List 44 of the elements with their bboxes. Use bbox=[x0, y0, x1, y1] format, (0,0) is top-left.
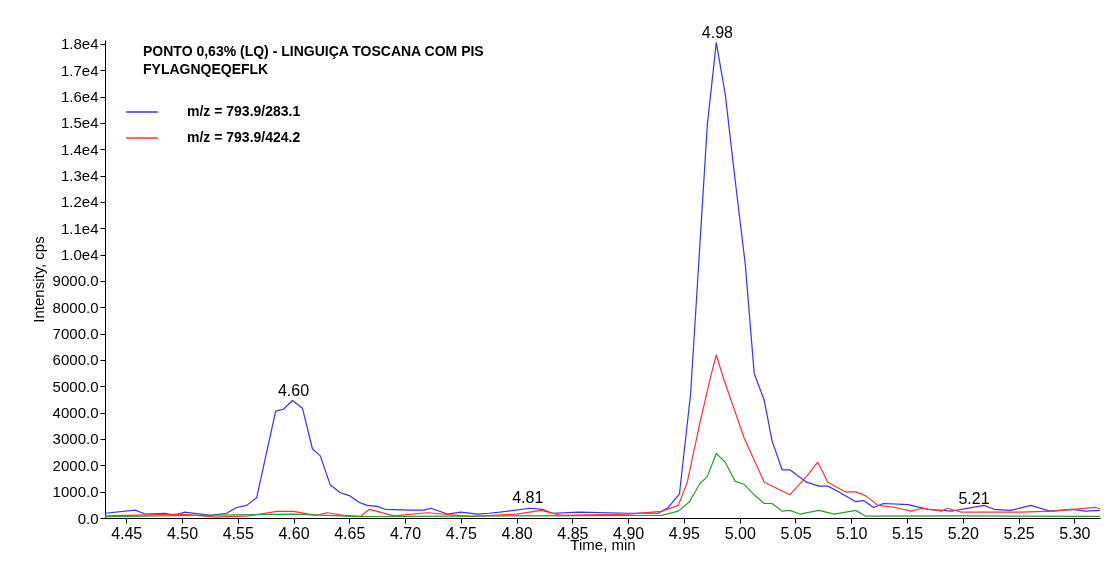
x-tick-label: 4.80 bbox=[501, 524, 533, 542]
y-tick-label: 4000.0 bbox=[52, 404, 99, 422]
annotation: 5.21 bbox=[958, 490, 990, 508]
y-tick-label: 7000.0 bbox=[52, 325, 99, 343]
y-tick-label: 2000.0 bbox=[52, 456, 99, 474]
y-tick-label: 5000.0 bbox=[52, 377, 99, 395]
y-tick-label: 1.4e4 bbox=[60, 140, 99, 158]
x-tick-label: 5.25 bbox=[1003, 524, 1035, 542]
legend-label: m/z = 793.9/283.1 bbox=[187, 103, 301, 119]
x-tick-label: 4.70 bbox=[389, 524, 422, 542]
y-tick-label: 1.3e4 bbox=[60, 167, 99, 185]
y-tick-label: 1.6e4 bbox=[60, 88, 99, 106]
x-tick-label: 4.45 bbox=[111, 524, 143, 542]
y-tick-label: 1.8e4 bbox=[60, 35, 99, 53]
annotation: 4.60 bbox=[277, 381, 310, 399]
x-tick-label: 5.30 bbox=[1059, 524, 1091, 542]
y-tick-label: 1.5e4 bbox=[60, 114, 99, 132]
x-tick-label: 4.75 bbox=[445, 524, 478, 542]
x-tick-label: 5.00 bbox=[724, 524, 756, 542]
annotation: 4.98 bbox=[701, 23, 734, 41]
y-tick-label: 6000.0 bbox=[52, 351, 99, 369]
x-tick-label: 4.95 bbox=[668, 524, 701, 542]
y-tick-label: 1.0e4 bbox=[60, 246, 99, 264]
x-tick-label: 4.60 bbox=[278, 524, 310, 542]
x-tick-label: 5.15 bbox=[891, 524, 924, 542]
y-tick-label: 3000.0 bbox=[52, 430, 99, 448]
y-tick-label: 1.2e4 bbox=[60, 193, 99, 211]
y-tick-label: 1000.0 bbox=[52, 483, 99, 501]
x-tick-label: 5.10 bbox=[836, 524, 868, 542]
x-tick-label: 5.20 bbox=[947, 524, 979, 542]
y-tick-label: 8000.0 bbox=[52, 298, 99, 316]
legend-label: m/z = 793.9/424.2 bbox=[187, 129, 301, 145]
y-tick-label: 0.0 bbox=[77, 509, 99, 527]
annotation: 4.81 bbox=[512, 489, 544, 507]
y-tick-label: 1.1e4 bbox=[60, 219, 99, 237]
x-tick-label: 4.50 bbox=[166, 524, 199, 542]
y-tick-label: 9000.0 bbox=[52, 272, 99, 290]
chart-title: PONTO 0,63% (LQ) - LINGUIÇA TOSCANA COM PIS bbox=[143, 42, 484, 59]
y-tick-label: 1.7e4 bbox=[60, 61, 99, 79]
x-tick-label: 4.55 bbox=[222, 524, 254, 542]
text: FYLAGNQEQEFLK bbox=[143, 60, 269, 77]
x-tick-label: 5.05 bbox=[780, 524, 812, 542]
x-tick-label: 4.65 bbox=[334, 524, 366, 542]
y-axis-title: Intensity, cps bbox=[29, 236, 47, 323]
